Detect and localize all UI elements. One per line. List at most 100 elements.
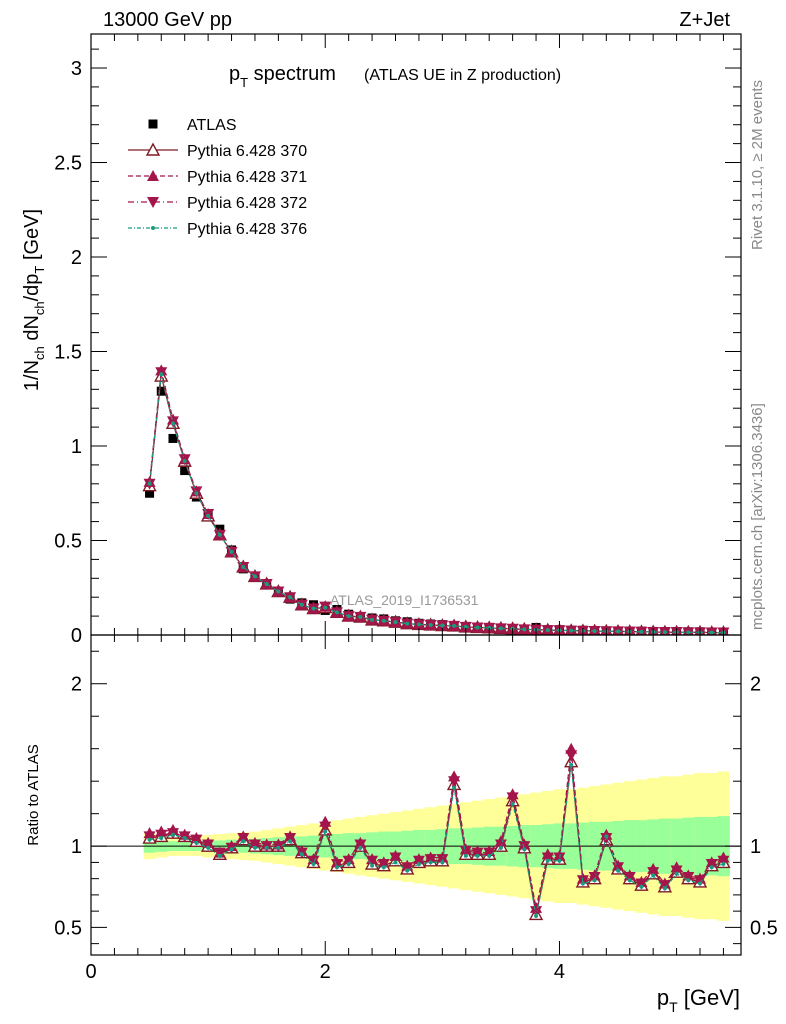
legend-marker [148,119,158,129]
data-point [686,630,691,635]
data-point [346,614,351,619]
data-point [401,862,414,874]
data-point [237,833,250,845]
legend-label: ATLAS [187,117,237,134]
data-point [428,622,433,627]
data-point [366,855,379,867]
data-point [248,839,261,851]
data-point [541,852,554,864]
y-tick-label-right: 0.5 [750,917,778,939]
data-point [377,859,390,871]
data-point [288,839,293,844]
data-point [229,549,234,554]
x-axis-label: pT [GeV] [657,985,740,1015]
y-tick-label-right: 1 [750,836,761,858]
title-main: p [229,63,240,85]
series-4 [147,372,726,635]
data-point [424,854,437,866]
data-point [264,845,269,850]
data-point [143,831,156,843]
data-point [416,622,421,627]
data-point [705,859,718,871]
data-point [319,821,332,833]
data-point [604,834,609,839]
data-point [658,880,671,892]
data-point [627,878,632,883]
data-point [651,873,656,878]
legend-label: Pythia 6.428 376 [187,221,307,238]
legend-marker [147,170,159,181]
mcplots-label: mcplots.cern.ch [arXiv:1306.3436] [749,403,766,630]
data-point [393,620,398,625]
data-point [475,853,480,858]
data-point [330,859,343,871]
data-point [206,845,211,850]
title-note: (ATLAS UE in Z production) [364,67,561,84]
data-point [498,626,503,631]
y-tick-label: 2 [71,674,82,696]
data-point [487,625,492,630]
data-point [686,878,691,883]
legend-label: Pythia 6.428 372 [187,195,307,212]
y-tick-label: 3 [71,58,82,80]
data-point [159,372,164,377]
main-title: pT spectrum (ATLAS UE in Z production) [229,63,561,90]
legend-marker [147,197,159,208]
legend-item: Pythia 6.428 371 [128,169,307,186]
data-point [639,629,644,634]
data-point [612,862,625,874]
data-point [616,629,621,634]
series-3 [147,762,726,919]
data-point [616,868,621,873]
data-point [276,589,281,594]
data-point [311,862,316,867]
legend-marker [145,142,161,156]
data-point [670,865,683,877]
data-point [647,867,660,879]
series-line [149,764,724,917]
data-point [440,623,445,628]
data-point [147,481,152,486]
data-point [494,839,507,851]
data-point [334,865,339,870]
data-point [717,855,730,867]
x-tick-label: 0 [85,961,96,983]
y-tick-label: 2.5 [54,153,82,175]
data-point [639,884,644,889]
title-sub: T [240,75,248,90]
data-point [299,602,304,607]
data-point [698,881,703,886]
data-point [580,881,585,886]
data-point [358,845,363,850]
data-point [182,836,187,841]
data-point [381,865,386,870]
data-point [483,847,496,859]
ratio-ylabel: Ratio to ATLAS [25,744,42,845]
data-point [393,860,398,865]
data-point [241,564,246,569]
data-point [463,624,468,629]
data-point [159,836,164,841]
data-point [323,605,328,610]
legend-marker [151,226,155,230]
main-ylabel: 1/Nch dNch/dpT [GeV] [21,209,47,391]
data-point [459,846,472,858]
data-point [346,862,351,867]
data-point [452,623,457,628]
data-point [534,914,539,919]
data-point [323,829,328,834]
legend-label: Pythia 6.428 371 [187,169,307,186]
data-point [506,792,519,804]
data-point [194,491,199,496]
data-point [623,872,636,884]
series-2 [143,750,730,918]
legend-item: Pythia 6.428 372 [128,195,307,212]
legend-item: Pythia 6.428 376 [128,221,307,238]
data-point [389,852,402,864]
data-point [381,618,386,623]
data-point [588,872,601,884]
data-point [299,852,304,857]
data-point [530,906,543,918]
data-point [471,847,484,859]
